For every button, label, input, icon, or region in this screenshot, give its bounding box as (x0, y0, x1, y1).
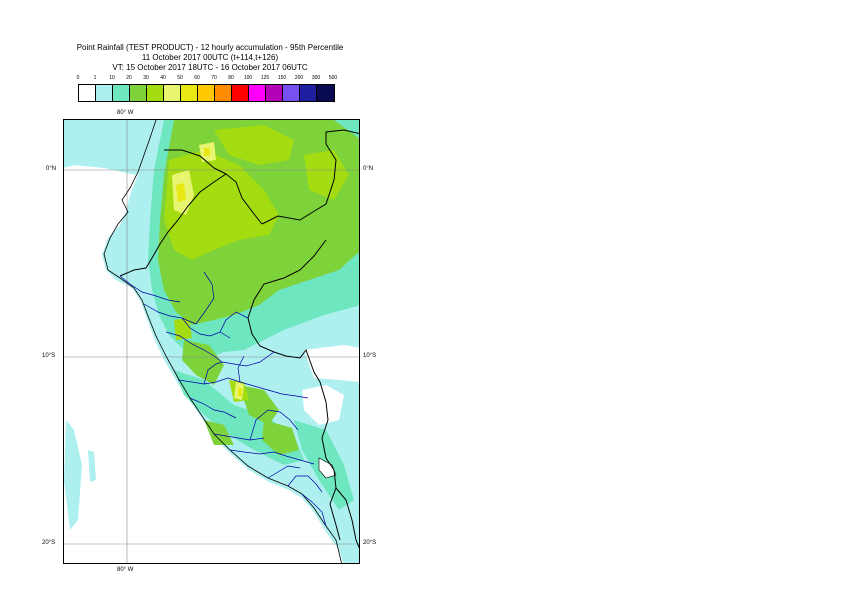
chart-base-time: 11 October 2017 00UTC (t+114,t+126) (141, 53, 279, 62)
colorbar-swatch (215, 85, 232, 101)
colorbar-tick-label: 300 (311, 75, 321, 81)
colorbar-swatch (130, 85, 147, 101)
rainfall-map (64, 120, 359, 563)
colorbar-tick-label: 30 (143, 75, 149, 81)
rain-band-20-30 (239, 385, 279, 425)
colorbar-tick-label: 125 (260, 75, 270, 81)
colorbar-tick-label: 40 (160, 75, 166, 81)
colorbar-swatch (266, 85, 283, 101)
colorbar-swatch (113, 85, 130, 101)
colorbar-tick-label: 10 (109, 75, 115, 81)
latitude-label-right-10s: 10°S (363, 353, 377, 359)
colorbar-tick-label: 1 (93, 75, 97, 81)
country-border-bolivia (335, 487, 359, 549)
rain-band-30-40 (174, 318, 192, 340)
colorbar-swatch (249, 85, 266, 101)
colorbar-swatch (164, 85, 181, 101)
colorbar-swatch (96, 85, 113, 101)
map-panel (63, 119, 360, 564)
admin-borders (119, 271, 327, 527)
colorbar-tick-label: 200 (294, 75, 304, 81)
latitude-label-left-20s: 20°S (42, 540, 56, 546)
colorbar-tick-label: 500 (328, 75, 338, 81)
colorbar-tick-label: 80 (228, 75, 234, 81)
latitude-label-right-0n: 0°N (363, 166, 374, 172)
country-border-colombia (164, 149, 227, 175)
dry-area (304, 345, 359, 382)
chart-title: Point Rainfall (TEST PRODUCT) - 12 hourl… (76, 43, 344, 52)
latitude-label-right-20s: 20°S (363, 540, 377, 546)
colorbar-swatch (181, 85, 198, 101)
colorbar-tick-label: 50 (177, 75, 183, 81)
colorbar-swatch (232, 85, 249, 101)
rain-band-30-40 (164, 150, 279, 260)
rain-band-20-30 (204, 420, 234, 445)
colorbar-swatch (283, 85, 300, 101)
ocean-rain-streak (64, 420, 82, 530)
rain-band-50-60 (238, 388, 242, 396)
rain-band-50-60 (176, 183, 186, 202)
latitude-label-left-10s: 10°S (42, 353, 56, 359)
country-border-peru-brazil (247, 239, 341, 541)
dry-area (302, 385, 344, 425)
colorbar (78, 84, 335, 102)
colorbar-swatch (147, 85, 164, 101)
rain-band-30-40 (214, 125, 294, 165)
colorbar-swatch (198, 85, 215, 101)
colorbar-tick-label: 70 (211, 75, 217, 81)
longitude-label-top: 80° W (117, 110, 134, 116)
rain-band-30-40 (304, 150, 349, 200)
colorbar-tick-label: 60 (194, 75, 200, 81)
colorbar-tick-label: 100 (243, 75, 253, 81)
chart-valid-time: VT: 15 October 2017 18UTC - 16 October 2… (112, 63, 308, 72)
colorbar-swatch (300, 85, 317, 101)
colorbar-tick-label: 0 (76, 75, 80, 81)
colorbar-tick-label: 150 (277, 75, 287, 81)
latitude-label-left-0n: 0°N (46, 166, 57, 172)
country-border-peru-colombia (261, 129, 359, 225)
rain-band-50-60 (204, 148, 210, 156)
colorbar-swatch (79, 85, 96, 101)
coastline (103, 120, 342, 563)
rain-band-20-30 (262, 420, 299, 455)
colorbar-tick-label: 20 (126, 75, 132, 81)
longitude-label-bottom: 80° W (117, 567, 134, 573)
rain-band-20-30 (182, 340, 224, 385)
colorbar-swatch (317, 85, 334, 101)
ocean-rain-streak (88, 450, 96, 482)
country-border-ecuador-peru (119, 173, 263, 277)
colorbar-labels: 0 1 10 20 30 40 50 60 70 80 100 125 150 200 300 500 (0, 75, 420, 84)
